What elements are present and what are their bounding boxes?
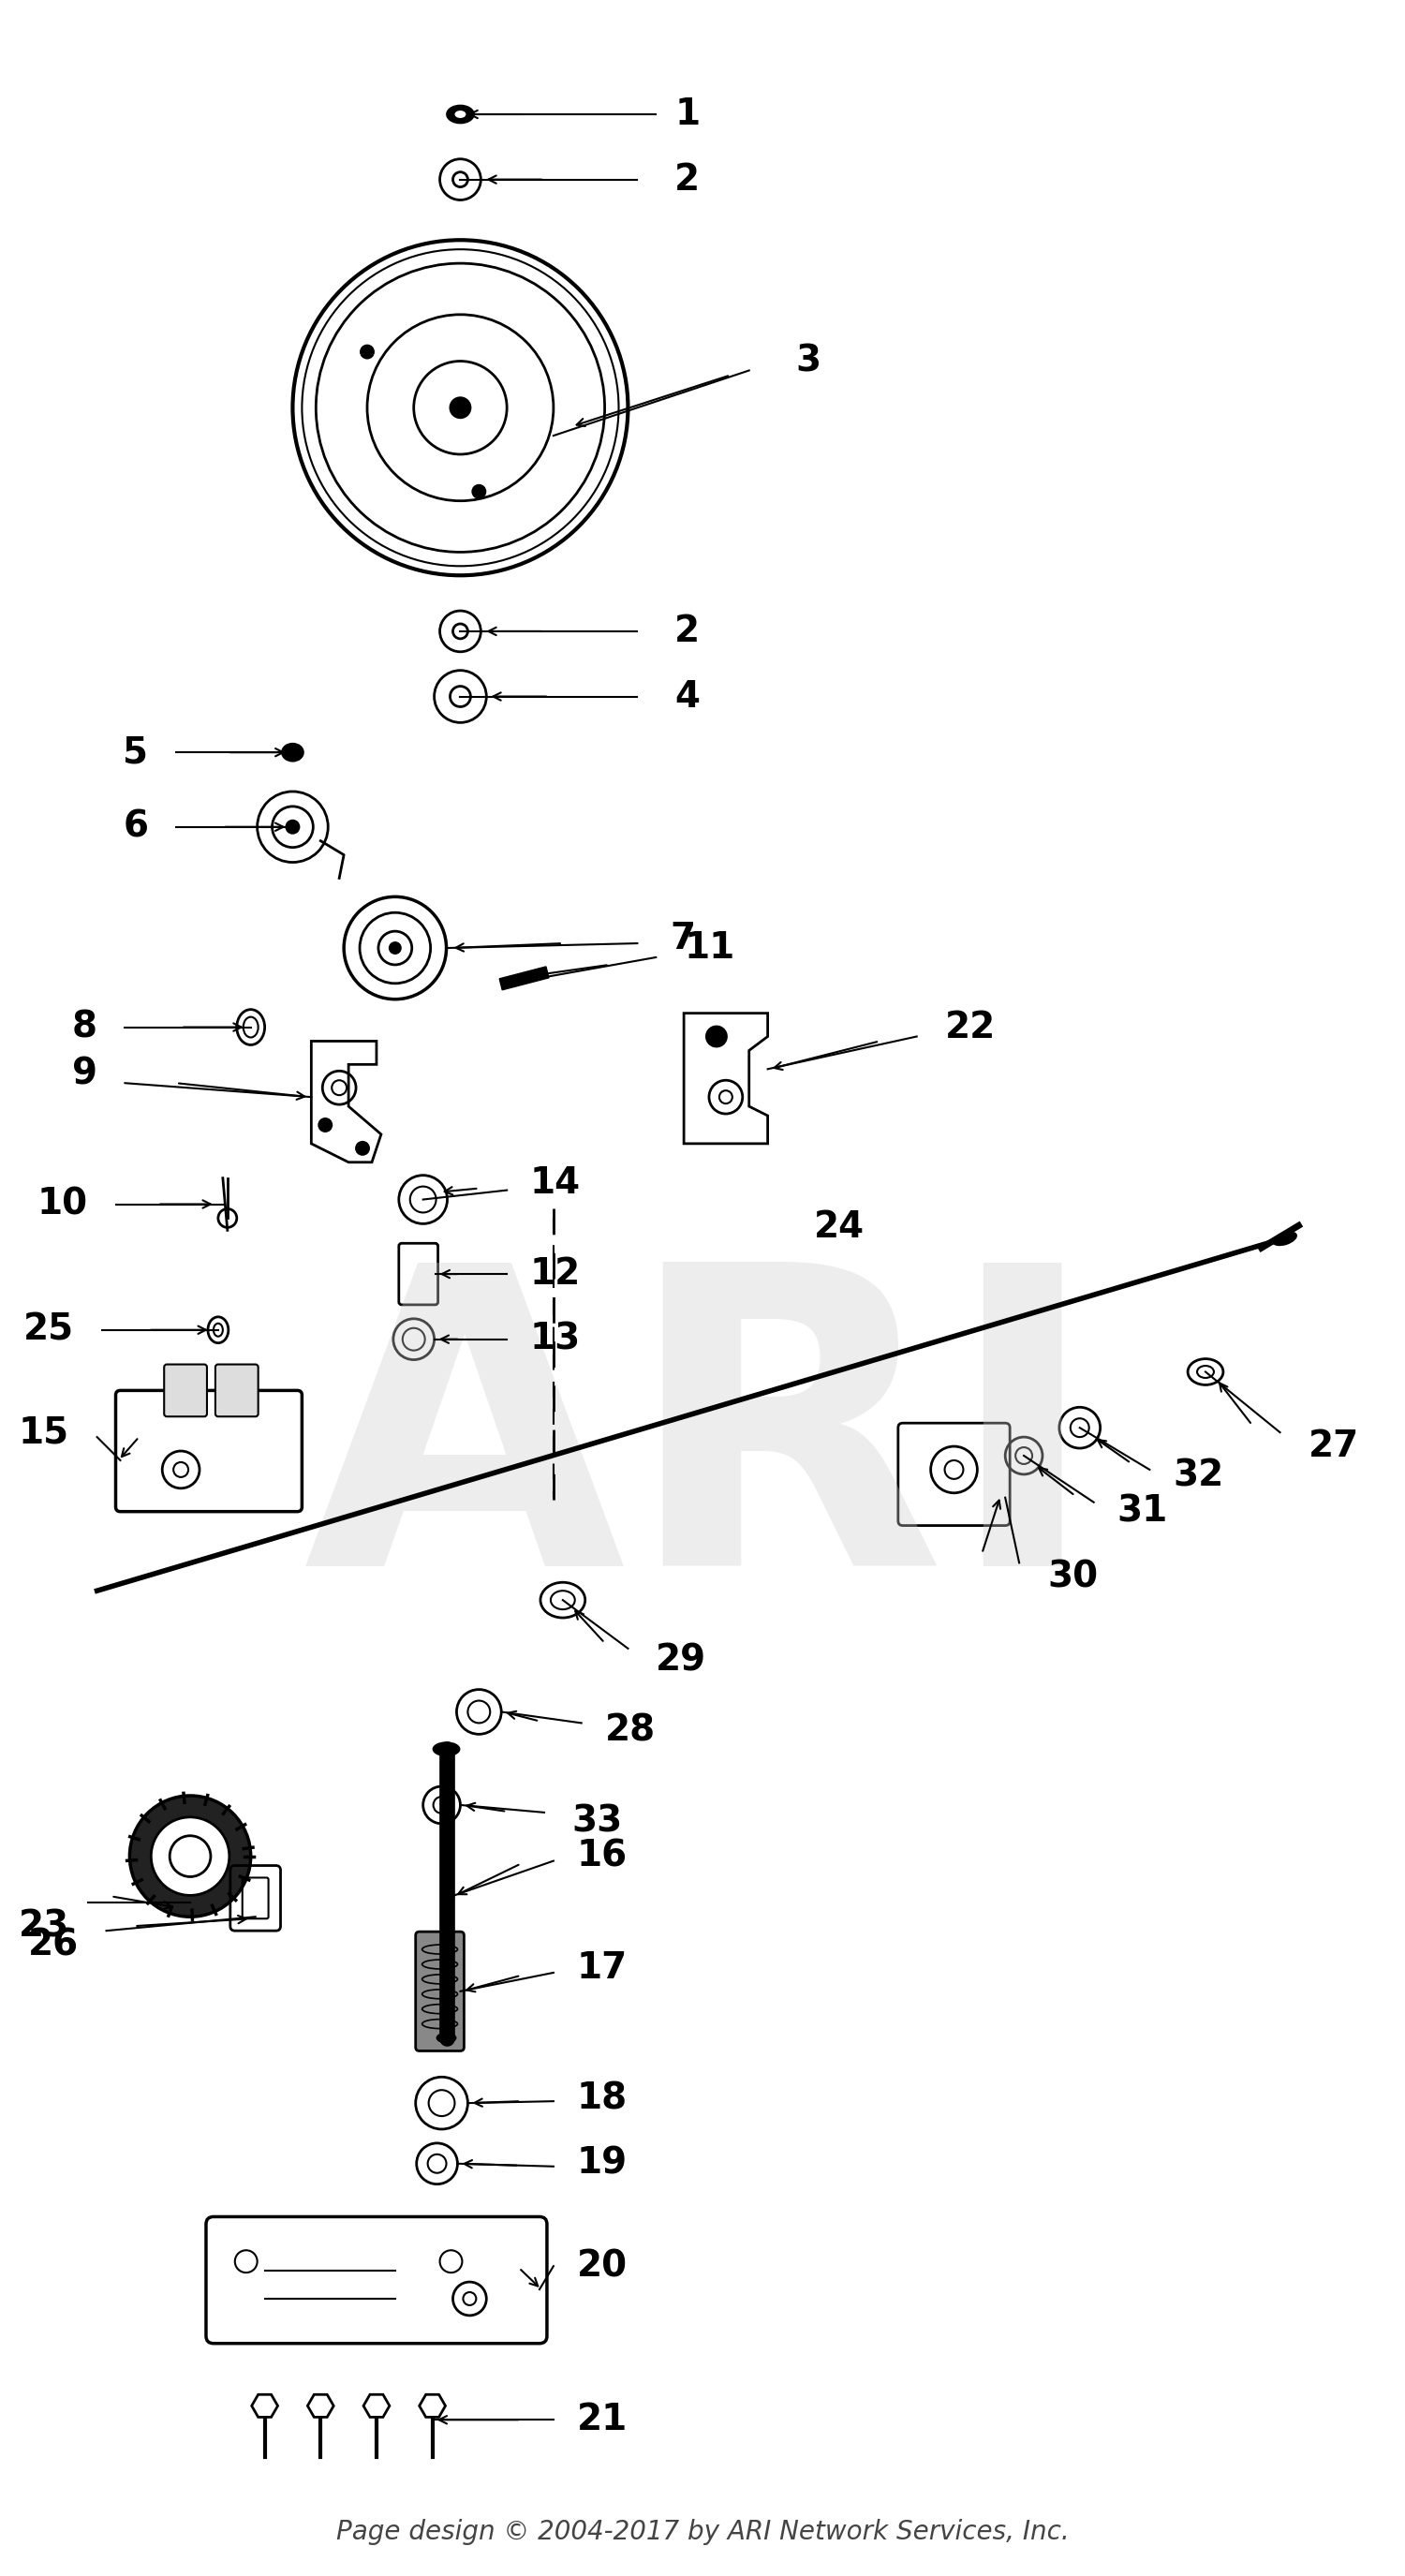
Text: 23: 23 [18, 1909, 69, 1945]
Text: 6: 6 [124, 809, 149, 845]
Ellipse shape [433, 1741, 461, 1757]
Text: 27: 27 [1308, 1430, 1359, 1463]
Text: Page design © 2004-2017 by ARI Network Services, Inc.: Page design © 2004-2017 by ARI Network S… [336, 2519, 1069, 2545]
Text: 13: 13 [530, 1321, 582, 1358]
Text: 5: 5 [124, 734, 149, 770]
Text: 28: 28 [604, 1713, 655, 1749]
Text: 1: 1 [674, 95, 700, 131]
Text: 25: 25 [22, 1311, 73, 1347]
Text: 10: 10 [37, 1188, 87, 1221]
Text: 30: 30 [1047, 1558, 1097, 1595]
Circle shape [318, 1118, 333, 1133]
Text: 16: 16 [576, 1839, 628, 1873]
Text: 33: 33 [572, 1803, 622, 1839]
FancyBboxPatch shape [164, 1365, 207, 1417]
Text: 31: 31 [1117, 1494, 1168, 1530]
Text: 15: 15 [18, 1414, 69, 1450]
Ellipse shape [436, 2032, 457, 2043]
Text: 2: 2 [674, 162, 700, 198]
Text: 12: 12 [530, 1257, 582, 1291]
Text: 29: 29 [656, 1643, 707, 1680]
Text: 18: 18 [576, 2081, 628, 2117]
Text: 7: 7 [670, 920, 695, 956]
Circle shape [705, 1025, 728, 1048]
Ellipse shape [282, 744, 303, 760]
Circle shape [360, 345, 375, 358]
Circle shape [152, 1816, 229, 1896]
Circle shape [389, 940, 402, 956]
Circle shape [355, 1141, 370, 1157]
Text: 3: 3 [795, 343, 821, 379]
Text: 17: 17 [576, 1950, 628, 1986]
Text: 8: 8 [72, 1010, 97, 1046]
Text: 14: 14 [530, 1164, 580, 1200]
Ellipse shape [447, 106, 473, 124]
Text: 11: 11 [684, 930, 735, 966]
FancyBboxPatch shape [416, 1932, 464, 2050]
Text: 26: 26 [28, 1927, 79, 1963]
Text: 21: 21 [576, 2401, 628, 2437]
Text: 32: 32 [1173, 1458, 1224, 1494]
Circle shape [285, 819, 301, 835]
Polygon shape [499, 966, 549, 989]
FancyBboxPatch shape [215, 1365, 259, 1417]
Text: 19: 19 [576, 2146, 628, 2182]
Text: 2: 2 [674, 613, 700, 649]
Text: 9: 9 [72, 1056, 97, 1092]
Circle shape [450, 397, 472, 420]
Text: ARI: ARI [303, 1249, 1102, 1651]
Ellipse shape [455, 111, 466, 118]
Text: 20: 20 [576, 2249, 628, 2285]
Circle shape [170, 1837, 211, 1878]
Circle shape [129, 1795, 250, 1917]
Ellipse shape [1272, 1231, 1297, 1247]
Circle shape [472, 484, 486, 500]
Text: 24: 24 [815, 1211, 865, 1244]
Text: 22: 22 [944, 1010, 996, 1046]
Text: 4: 4 [674, 677, 700, 714]
